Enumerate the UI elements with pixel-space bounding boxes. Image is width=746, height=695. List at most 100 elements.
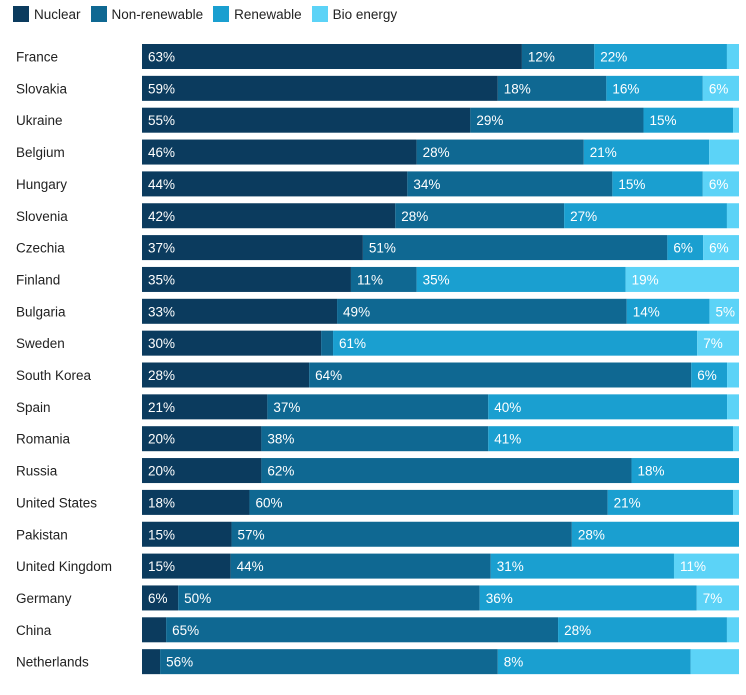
data-label-spain-non-renewable: 37% [273, 400, 300, 415]
bar-bulgaria-bio-energy [709, 298, 739, 324]
bar-france-non-renewable [521, 44, 595, 69]
data-label-united-states-non-renewable: 60% [255, 495, 282, 510]
data-label-bulgaria-non-renewable: 49% [343, 304, 370, 319]
data-label-czechia-renewable: 6% [673, 241, 693, 256]
bar-france-bio-energy [726, 44, 739, 69]
data-label-sweden-bio-energy: 7% [703, 336, 723, 351]
bar-south-korea-renewable [691, 362, 728, 388]
data-label-sweden-renewable: 61% [339, 336, 366, 351]
bar-south-korea-non-renewable [309, 362, 692, 388]
category-label-slovakia: Slovakia [16, 81, 68, 96]
data-label-france-renewable: 22% [600, 50, 627, 65]
bar-russia-non-renewable [261, 458, 632, 484]
bar-slovakia-non-renewable [497, 75, 607, 101]
data-label-ukraine-nuclear: 55% [148, 113, 175, 128]
bar-united-states-bio-energy [733, 489, 739, 515]
bar-spain-non-renewable [267, 394, 489, 420]
bar-south-korea-bio-energy [727, 362, 739, 388]
data-label-czechia-bio-energy: 6% [709, 241, 729, 256]
bar-russia-nuclear [142, 458, 262, 484]
bar-hungary-nuclear [142, 171, 408, 197]
data-label-united-states-nuclear: 18% [148, 495, 175, 510]
bar-united-states-non-renewable [249, 489, 608, 515]
data-label-germany-nuclear: 6% [148, 591, 168, 606]
bar-pakistan-renewable [571, 521, 739, 547]
data-label-bulgaria-bio-energy: 5% [715, 304, 735, 319]
bar-romania-bio-energy [733, 426, 739, 452]
bar-spain-nuclear [142, 394, 268, 420]
bar-finland-nuclear [142, 266, 351, 292]
bar-south-korea-nuclear [142, 362, 310, 388]
category-label-bulgaria: Bulgaria [16, 304, 66, 319]
category-label-russia: Russia [16, 464, 58, 479]
bar-sweden-non-renewable [321, 330, 334, 356]
category-label-china: China [16, 623, 52, 638]
data-label-pakistan-non-renewable: 57% [238, 527, 265, 542]
bar-czechia-renewable [667, 235, 704, 261]
category-label-czechia: Czechia [16, 241, 65, 256]
data-label-czechia-non-renewable: 51% [369, 241, 396, 256]
bar-slovakia-bio-energy [702, 75, 739, 101]
bar-czechia-nuclear [142, 235, 363, 261]
bar-bulgaria-non-renewable [337, 298, 627, 324]
data-label-united-kingdom-renewable: 31% [497, 559, 524, 574]
category-label-south-korea: South Korea [16, 368, 92, 383]
data-label-hungary-renewable: 15% [618, 177, 645, 192]
data-label-china-non-renewable: 65% [172, 623, 199, 638]
bar-slovenia-nuclear [142, 203, 396, 229]
bar-romania-nuclear [142, 426, 262, 452]
bar-finland-renewable [416, 266, 626, 292]
bar-pakistan-nuclear [142, 521, 232, 547]
category-label-netherlands: Netherlands [16, 655, 89, 670]
bar-netherlands-renewable [497, 649, 691, 675]
data-label-bulgaria-nuclear: 33% [148, 304, 175, 319]
bar-belgium-nuclear [142, 139, 417, 165]
bar-united-states-nuclear [142, 489, 250, 515]
category-label-spain: Spain [16, 400, 51, 415]
bar-bulgaria-nuclear [142, 298, 338, 324]
data-label-pakistan-renewable: 28% [578, 527, 605, 542]
data-label-slovenia-non-renewable: 28% [401, 209, 428, 224]
bar-finland-non-renewable [350, 266, 417, 292]
bar-hungary-renewable [612, 171, 703, 197]
data-label-romania-renewable: 41% [494, 432, 521, 447]
data-label-slovenia-renewable: 27% [570, 209, 597, 224]
bar-spain-bio-energy [727, 394, 739, 420]
category-label-france: France [16, 50, 58, 65]
legend-item-nuclear: Nuclear [13, 6, 81, 22]
data-label-germany-non-renewable: 50% [184, 591, 211, 606]
data-label-germany-bio-energy: 7% [703, 591, 723, 606]
bar-netherlands-bio-energy [690, 649, 739, 675]
data-label-slovakia-bio-energy: 6% [709, 81, 729, 96]
legend-label-nuclear: Nuclear [34, 6, 81, 22]
bar-china-bio-energy [726, 617, 739, 643]
data-label-ukraine-renewable: 15% [649, 113, 676, 128]
data-label-russia-non-renewable: 62% [267, 464, 294, 479]
bar-ukraine-bio-energy [733, 107, 739, 133]
data-label-finland-renewable: 35% [423, 272, 450, 287]
data-label-germany-renewable: 36% [486, 591, 513, 606]
bar-ukraine-non-renewable [470, 107, 644, 133]
category-label-united-states: United States [16, 495, 97, 510]
data-label-czechia-nuclear: 37% [148, 241, 175, 256]
bar-netherlands-non-renewable [160, 649, 498, 675]
bar-hungary-bio-energy [702, 171, 739, 197]
data-label-bulgaria-renewable: 14% [633, 304, 660, 319]
bar-belgium-non-renewable [416, 139, 584, 165]
data-label-belgium-nuclear: 46% [148, 145, 175, 160]
bar-germany-bio-energy [696, 585, 739, 611]
data-label-france-non-renewable: 12% [528, 50, 555, 65]
data-label-united-kingdom-bio-energy: 11% [680, 559, 706, 574]
data-label-united-kingdom-nuclear: 15% [148, 559, 175, 574]
data-label-united-states-renewable: 21% [614, 495, 641, 510]
data-label-france-nuclear: 63% [148, 50, 175, 65]
data-label-finland-non-renewable: 11% [357, 272, 383, 287]
bar-romania-renewable [488, 426, 734, 452]
data-label-south-korea-non-renewable: 64% [315, 368, 342, 383]
data-label-finland-bio-energy: 19% [632, 272, 659, 287]
category-label-finland: Finland [16, 272, 60, 287]
bar-united-kingdom-non-renewable [230, 553, 491, 579]
bar-slovakia-renewable [606, 75, 703, 101]
data-label-slovakia-non-renewable: 18% [504, 81, 531, 96]
bar-slovenia-bio-energy [726, 203, 739, 229]
